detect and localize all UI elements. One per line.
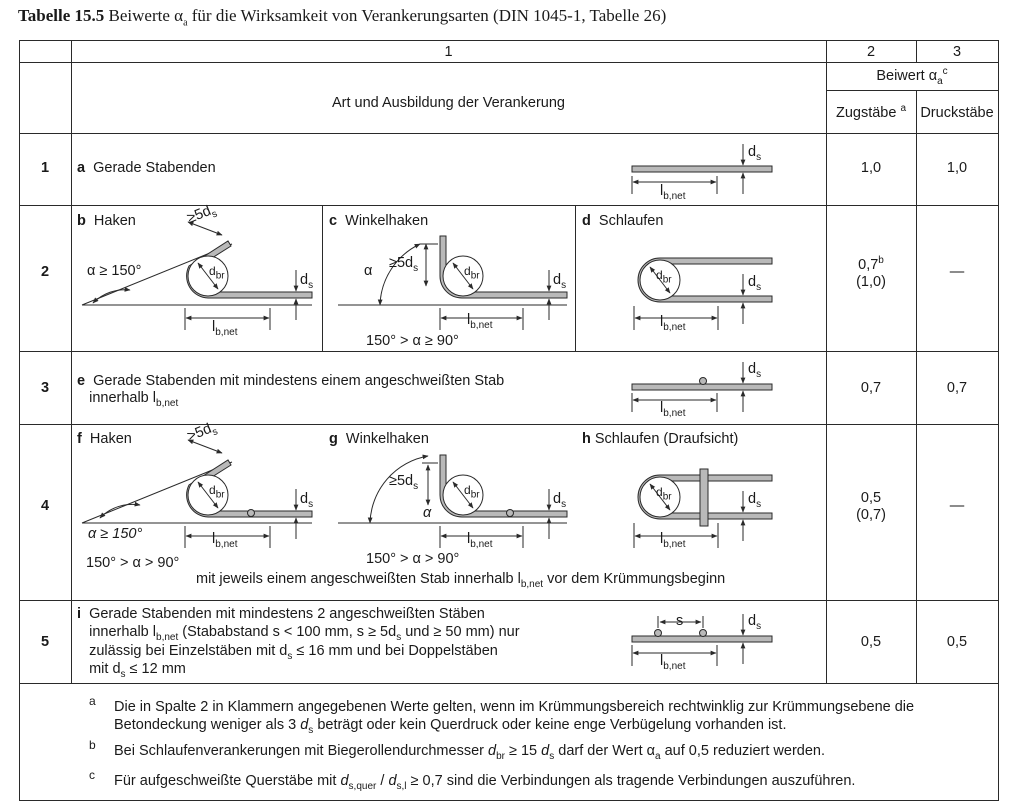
label-lb: lb,net: [660, 314, 686, 333]
label-lb: lb,net: [660, 653, 686, 672]
footnote-a: Die in Spalte 2 in Klammern angegebenen …: [114, 699, 915, 737]
row2-b-label: b Haken: [77, 213, 136, 229]
row2-c-label: c Winkelhaken: [329, 213, 429, 229]
alpha-f-range: 150° > α > 90°: [86, 555, 180, 571]
label-ge5ds: ≥5ds: [389, 473, 419, 492]
label-ds: ds: [748, 361, 762, 380]
footnote-b: Bei Schlaufenverankerungen mit Biegeroll…: [114, 743, 826, 762]
footnote-c-mark: c: [89, 768, 95, 782]
label-s: s: [676, 613, 684, 629]
header-druck: Druckstäbe: [920, 105, 994, 121]
row4-h-label: h Schlaufen (Draufsicht): [582, 431, 739, 447]
row2-d-label: d Schlaufen: [582, 213, 664, 229]
row5-zug: 0,5: [860, 634, 882, 650]
diagram-straight-two-welded: [631, 614, 773, 666]
label-ds: ds: [553, 491, 567, 510]
row1-druck: 1,0: [946, 160, 968, 176]
row-num-1: 1: [40, 160, 50, 176]
label-lb: lb,net: [212, 319, 238, 338]
header-beiwert: Beiwert αac: [876, 66, 948, 87]
label-ds: ds: [748, 613, 762, 632]
label-dbr: dbr: [209, 483, 225, 501]
footnote-a-mark: a: [89, 694, 96, 708]
caption-text-rest: für die Wirksamkeit von Verankerungsarte…: [187, 6, 667, 25]
row4-druck: —: [949, 498, 965, 514]
row4-g-label: g Winkelhaken: [329, 431, 429, 447]
diagram-loop-h: [633, 468, 773, 548]
alpha-b-label: α ≥ 150°: [87, 263, 142, 279]
row5-label: i Gerade Stabenden mit mindestens 2 ange…: [77, 606, 520, 681]
label-dbr: dbr: [209, 264, 225, 282]
label-ds: ds: [748, 274, 762, 293]
label-ge5ds: ≥5ds: [389, 255, 419, 274]
label-ds: ds: [553, 272, 567, 291]
header-art: Art und Ausbildung der Verankerung: [332, 95, 565, 111]
row2-druck: —: [949, 264, 965, 280]
footnote-c: Für aufgeschweißte Querstäbe mit ds,quer…: [114, 773, 856, 792]
row1-label: a Gerade Stabenden: [77, 160, 216, 176]
alpha-g-range: 150° > α > 90°: [366, 551, 460, 567]
label-lb: lb,net: [660, 531, 686, 550]
header-col2: 2: [866, 44, 876, 60]
row2-zug: 0,7b (1,0): [856, 255, 886, 290]
label-alpha: α: [364, 263, 373, 279]
diagram-loop-d: [633, 257, 773, 330]
row-num-5: 5: [40, 634, 50, 650]
label-ds: ds: [748, 491, 762, 510]
label-lb: lb,net: [660, 400, 686, 419]
caption-text-sub: a: [183, 17, 188, 29]
row1-zug: 1,0: [860, 160, 882, 176]
label-ds: ds: [748, 144, 762, 163]
row-num-3: 3: [40, 380, 50, 396]
table-caption: Tabelle 15.5 Beiwerte αa für die Wirksam…: [18, 6, 667, 29]
header-col1: 1: [444, 44, 453, 60]
row3-zug: 0,7: [860, 380, 882, 396]
row3-label: e Gerade Stabenden mit mindestens einem …: [77, 373, 505, 409]
label-lb: lb,net: [212, 531, 238, 550]
label-dbr: dbr: [464, 483, 480, 501]
label-alpha: α: [423, 505, 432, 521]
label-lb: lb,net: [660, 183, 686, 202]
alpha-c-range: 150° > α ≥ 90°: [366, 333, 459, 349]
label-ds: ds: [300, 272, 314, 291]
caption-prefix: Tabelle 15.5: [18, 6, 105, 25]
caption-text: Beiwerte α: [108, 6, 184, 25]
footnote-b-mark: b: [89, 738, 96, 752]
row4-note: mit jeweils einem angeschweißten Stab in…: [196, 571, 726, 590]
diagram-angle-hook-g: [338, 454, 568, 548]
alpha-f-label: α ≥ 150°: [88, 526, 143, 542]
header-zug: Zugstäbe a: [835, 103, 907, 121]
label-ds: ds: [300, 491, 314, 510]
row3-druck: 0,7: [946, 380, 968, 396]
label-dbr: dbr: [656, 485, 672, 503]
header-col3: 3: [952, 44, 962, 60]
label-dbr: dbr: [656, 268, 672, 286]
diagram-straight-bar: [631, 144, 773, 194]
diagram-straight-welded: [631, 362, 773, 412]
label-dbr: dbr: [464, 264, 480, 282]
diagram-hook-b: [81, 221, 313, 330]
label-lb: lb,net: [467, 531, 493, 550]
row-num-2: 2: [40, 264, 50, 280]
row4-f-label: f Haken: [77, 431, 132, 447]
label-lb: lb,net: [467, 312, 493, 331]
row-num-4: 4: [40, 498, 50, 514]
row4-zug: 0,5 (0,7): [856, 490, 886, 523]
diagram-angle-hook-c: [338, 235, 568, 330]
diagram-hook-f: [81, 439, 313, 548]
row5-druck: 0,5: [946, 634, 968, 650]
